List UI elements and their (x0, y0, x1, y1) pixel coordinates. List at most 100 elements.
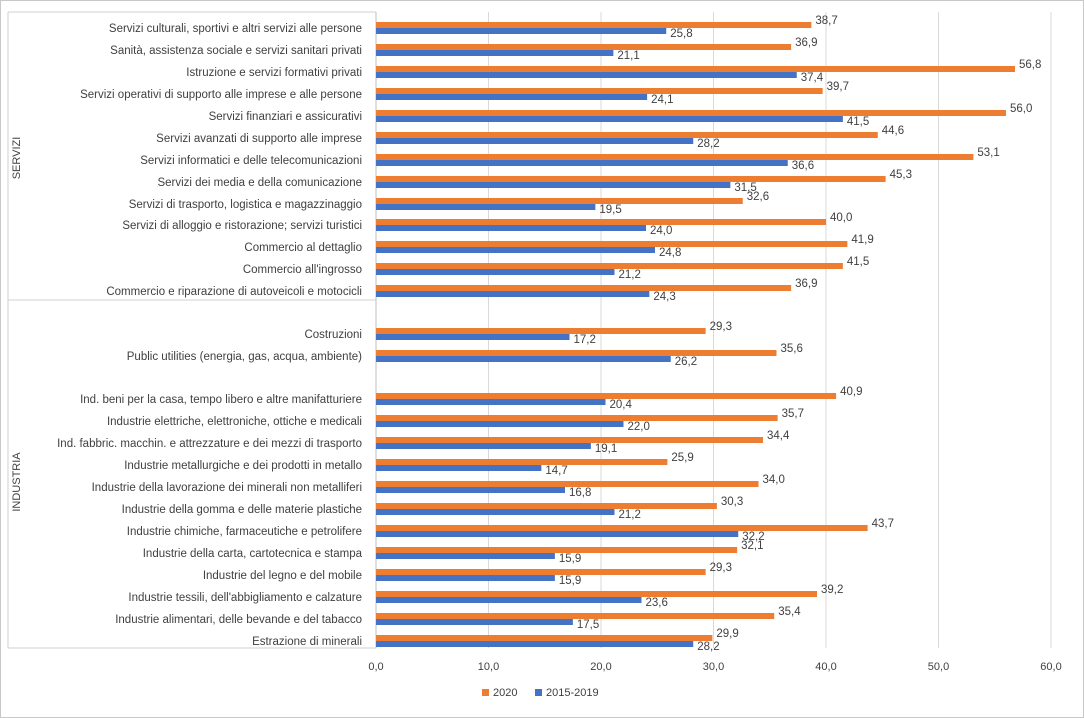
bar-2015-2019 (376, 204, 596, 210)
data-label-2020: 39,7 (827, 81, 849, 93)
legend: 2020 2015-2019 (482, 687, 599, 699)
bar-2020 (376, 459, 668, 465)
category-label: Servizi avanzati di supporto alle impres… (156, 133, 362, 145)
bar-2020 (376, 219, 826, 225)
bar-2015-2019 (376, 94, 648, 100)
category-label: Industrie metallurgiche e dei prodotti i… (124, 460, 362, 472)
bar-2020 (376, 613, 775, 619)
bar-2015-2019 (376, 50, 614, 56)
category-label: Estrazione di minerali (252, 636, 362, 648)
bar-2015-2019 (376, 225, 646, 231)
bar-2020 (376, 481, 759, 487)
data-label-2015-2019: 24,8 (659, 247, 681, 259)
data-label-2015-2019: 17,2 (574, 334, 596, 346)
data-label-2020: 25,9 (671, 452, 693, 464)
bar-2020 (376, 350, 777, 356)
category-label: Sanità, assistenza sociale e servizi san… (110, 45, 362, 57)
data-label-2015-2019: 15,9 (559, 575, 581, 587)
category-label: Ind. beni per la casa, tempo libero e al… (80, 394, 362, 406)
bar-2015-2019 (376, 28, 667, 34)
x-tick-label: 20,0 (590, 661, 611, 673)
bar-2015-2019 (376, 619, 573, 625)
group-separators (7, 11, 376, 649)
data-label-2020: 38,7 (815, 15, 837, 27)
data-label-2015-2019: 17,5 (577, 619, 599, 631)
bar-2015-2019 (376, 247, 655, 253)
data-label-2015-2019: 28,2 (697, 641, 719, 653)
bar-2015-2019 (376, 334, 570, 340)
data-label-2015-2019: 19,5 (599, 204, 621, 216)
data-label-2015-2019: 21,1 (617, 50, 639, 62)
x-tick-label: 60,0 (1040, 661, 1061, 673)
data-label-2020: 35,6 (781, 343, 803, 355)
bar-2020 (376, 437, 763, 443)
data-label-2020: 43,7 (872, 518, 894, 530)
legend-swatch (482, 689, 489, 696)
bar-2015-2019 (376, 182, 731, 188)
data-label-2020: 45,3 (890, 169, 912, 181)
data-label-2020: 53,1 (977, 147, 999, 159)
data-label-2020: 40,0 (830, 212, 852, 224)
bar-2020 (376, 44, 792, 50)
data-label-2015-2019: 24,0 (650, 225, 672, 237)
bar-2015-2019 (376, 443, 591, 449)
data-label-2020: 36,9 (795, 278, 817, 290)
category-label: Servizi finanziari e assicurativi (209, 111, 362, 123)
data-label-2015-2019: 28,2 (697, 138, 719, 150)
group-label: SERVIZI (11, 137, 23, 180)
data-label-2020: 29,3 (710, 562, 732, 574)
bar-2015-2019 (376, 575, 555, 581)
category-label: Industrie chimiche, farmaceutiche e petr… (127, 526, 362, 538)
legend-swatch (535, 689, 542, 696)
data-label-2015-2019: 24,3 (653, 291, 675, 303)
data-label-2015-2019: 21,2 (619, 269, 641, 281)
data-label-2015-2019: 15,9 (559, 553, 581, 565)
data-label-2015-2019: 22,0 (628, 421, 650, 433)
category-label: Servizi culturali, sportivi e altri serv… (109, 23, 362, 35)
data-label-2015-2019: 24,1 (651, 94, 673, 106)
bar-2015-2019 (376, 160, 788, 166)
bar-2020 (376, 132, 878, 138)
bar-2020 (376, 591, 817, 597)
data-label-2015-2019: 41,5 (847, 116, 869, 128)
data-label-2015-2019: 16,8 (569, 487, 591, 499)
x-tick-label: 0,0 (368, 661, 383, 673)
bar-2020 (376, 241, 848, 247)
data-label-2020: 34,4 (767, 430, 790, 442)
legend-label: 2015-2019 (546, 687, 599, 699)
bar-2015-2019 (376, 72, 797, 78)
data-label-2020: 32,1 (741, 540, 763, 552)
bar-2020 (376, 547, 738, 553)
data-label-2020: 35,4 (778, 606, 801, 618)
bar-2020 (376, 110, 1006, 116)
bar-2020 (376, 635, 713, 641)
data-label-2020: 32,6 (747, 191, 769, 203)
category-label: Costruzioni (304, 329, 362, 341)
data-label-2020: 39,2 (821, 584, 843, 596)
data-label-2020: 56,8 (1019, 59, 1041, 71)
bar-2015-2019 (376, 487, 565, 493)
bar-2020 (376, 285, 792, 291)
bar-2015-2019 (376, 553, 555, 559)
category-label: Industrie elettriche, elettroniche, otti… (107, 416, 362, 428)
data-label-2015-2019: 19,1 (595, 443, 617, 455)
bar-2020 (376, 22, 812, 28)
bar-2015-2019 (376, 597, 642, 603)
data-label-2015-2019: 32,2 (742, 531, 764, 543)
bar-2015-2019 (376, 465, 542, 471)
category-label: Ind. fabbric. macchin. e attrezzature e … (57, 438, 362, 450)
category-label: Servizi di trasporto, logistica e magazz… (129, 199, 362, 211)
bar-2020 (376, 393, 837, 399)
bar-2015-2019 (376, 138, 694, 144)
bar-2015-2019 (376, 269, 615, 275)
category-label: Servizi dei media e della comunicazione (157, 177, 362, 189)
bar-2020 (376, 198, 743, 204)
bar-2015-2019 (376, 291, 650, 297)
category-label: Servizi informatici e delle telecomunica… (140, 155, 362, 167)
data-label-2015-2019: 21,2 (619, 509, 641, 521)
bar-2020 (376, 328, 706, 334)
data-label-2015-2019: 26,2 (675, 356, 697, 368)
bar-2020 (376, 66, 1015, 72)
bar-2015-2019 (376, 399, 606, 405)
